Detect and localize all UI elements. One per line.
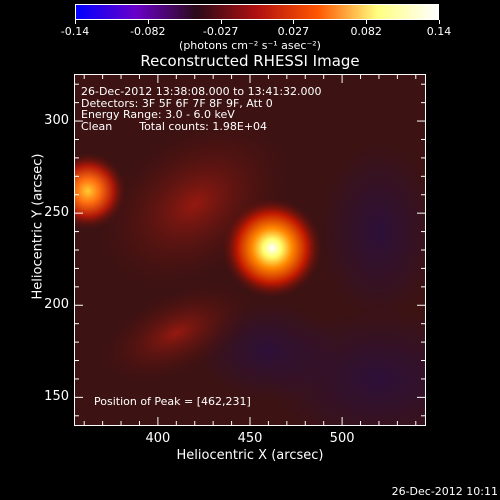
colorbar-tick-label: 0.027 bbox=[277, 25, 310, 38]
x-tick-label: 500 bbox=[329, 431, 355, 446]
y-tick-label: 150 bbox=[44, 389, 69, 405]
flare-image bbox=[75, 75, 425, 425]
negative-region bbox=[318, 141, 425, 322]
colorbar-tick-mark bbox=[293, 20, 295, 24]
secondary-source bbox=[75, 152, 127, 231]
colorbar-tick-label: 0.14 bbox=[426, 25, 452, 38]
colorbar-tick-mark bbox=[147, 20, 149, 24]
chart-title: Reconstructed RHESSI Image bbox=[140, 52, 360, 70]
x-tick-label: 450 bbox=[237, 431, 263, 446]
colorbar bbox=[75, 4, 439, 20]
energy-range-text: Energy Range: 3.0 - 6.0 keV bbox=[81, 108, 235, 121]
x-tick-label: 400 bbox=[145, 431, 171, 446]
y-tick-label: 200 bbox=[44, 297, 69, 313]
colorbar-tick-mark bbox=[439, 20, 440, 24]
method-text: Clean bbox=[81, 119, 113, 133]
method-line: Clean Total counts: 1.98E+04 bbox=[81, 119, 322, 133]
peak-position-text: Position of Peak = [462,231] bbox=[94, 395, 251, 408]
colorbar-tick-label: 0.082 bbox=[350, 25, 382, 38]
time-range-text: 26-Dec-2012 13:38:08.000 to 13:41:32.000 bbox=[81, 85, 322, 98]
colorbar-tick-mark bbox=[220, 20, 222, 24]
colorbar-tick-label: -0.027 bbox=[202, 25, 239, 38]
y-axis-label: Heliocentric Y (arcsec) bbox=[30, 153, 46, 300]
observation-info: 26-Dec-2012 13:38:08.000 to 13:41:32.000… bbox=[81, 86, 322, 132]
peak-source bbox=[222, 198, 323, 299]
colorbar-tick-label: -0.14 bbox=[60, 25, 90, 38]
y-tick-label: 300 bbox=[44, 113, 69, 129]
colorbar-tick-mark bbox=[366, 20, 368, 24]
detectors-text: Detectors: 3F 5F 6F 7F 8F 9F, Att 0 bbox=[81, 96, 273, 110]
x-axis-label: Heliocentric X (arcsec) bbox=[176, 448, 324, 463]
image-area: 26-Dec-2012 13:38:08.000 to 13:41:32.000… bbox=[74, 74, 426, 426]
plot-timestamp: 26-Dec-2012 10:11 bbox=[391, 485, 498, 498]
colorbar-tick-label: -0.082 bbox=[130, 25, 166, 38]
y-tick-label: 250 bbox=[44, 205, 69, 221]
total-counts-text: Total counts: 1.98E+04 bbox=[139, 119, 268, 133]
colorbar-unit-label: (photons cm⁻² s⁻¹ asec⁻²) bbox=[179, 39, 321, 52]
colorbar-tick-mark bbox=[75, 20, 76, 24]
emission-ridge bbox=[92, 277, 261, 389]
